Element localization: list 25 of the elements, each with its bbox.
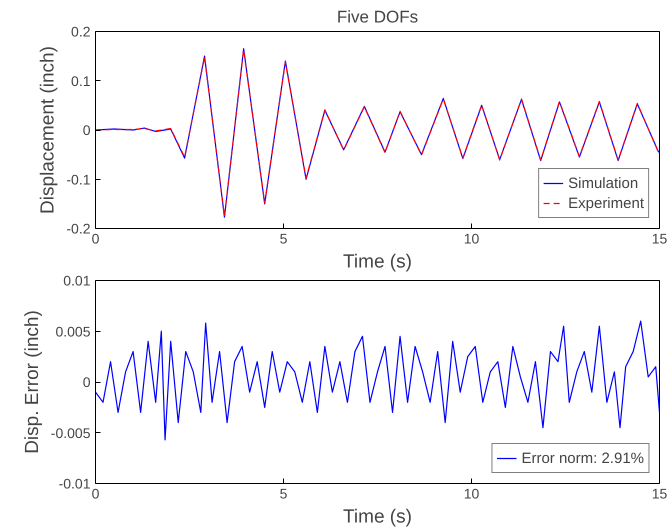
y-tick-label: 0 <box>82 122 91 138</box>
x-tick-label: 15 <box>652 486 668 502</box>
y-tick-label: -0.1 <box>66 171 91 188</box>
y-tick-label: -0.2 <box>66 220 91 236</box>
y-tick-label: 0.01 <box>63 272 91 288</box>
y-axis-title: Displacement (inch) <box>37 46 58 214</box>
y-tick-label: 0.2 <box>71 24 91 40</box>
x-tick-label: 5 <box>280 486 288 502</box>
legend-label: Simulation <box>568 174 638 192</box>
x-axis-title: Time (s) <box>343 506 412 528</box>
y-tick-label: -0.01 <box>58 476 91 492</box>
line-series <box>96 320 660 440</box>
x-tick-label: 10 <box>464 486 480 502</box>
x-tick-label: 15 <box>652 230 668 246</box>
legend-label: Experiment <box>568 194 644 212</box>
x-tick-label: 10 <box>464 230 480 246</box>
chart-title: Five DOFs <box>336 8 418 26</box>
x-axis-title: Time (s) <box>343 252 412 272</box>
y-tick-label: 0.005 <box>55 323 91 340</box>
y-tick-label: 0.1 <box>71 72 91 89</box>
y-tick-label: 0 <box>82 374 91 390</box>
y-tick-label: -0.005 <box>50 424 91 441</box>
x-tick-label: 5 <box>280 230 288 246</box>
legend-label: Error norm: 2.91% <box>521 450 644 466</box>
y-axis-title: Disp. Error (inch) <box>22 310 43 454</box>
